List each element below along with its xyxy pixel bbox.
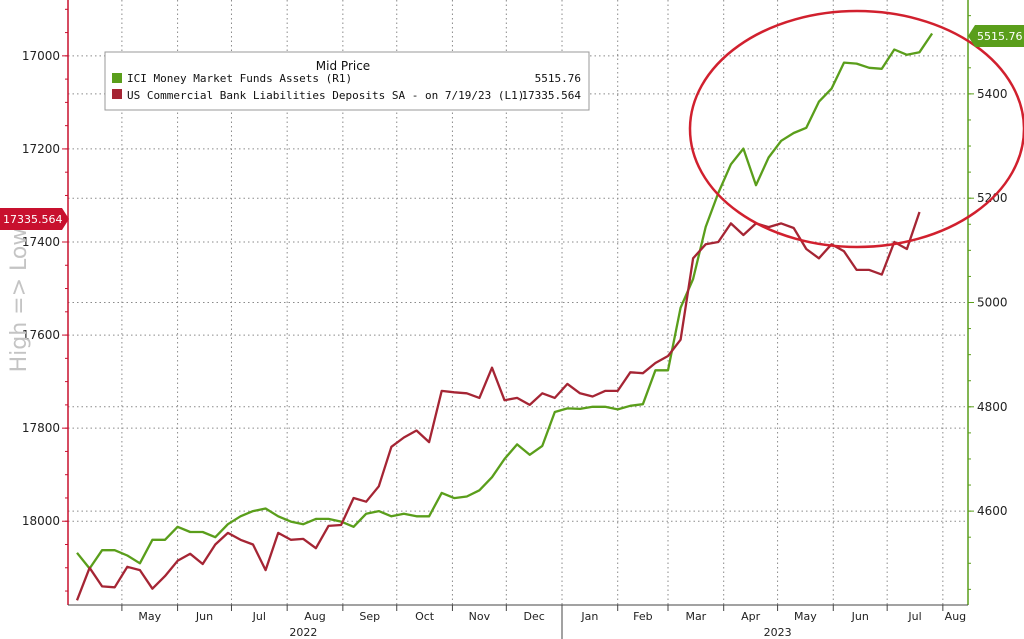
x-tick-label: Aug <box>945 610 966 623</box>
x-year-label: 2022 <box>289 626 317 639</box>
x-tick-label: May <box>794 610 817 623</box>
x-tick-label: Mar <box>685 610 706 623</box>
left-tick-label: 17200 <box>22 142 60 156</box>
legend-value-deposits: 17335.564 <box>521 89 581 102</box>
x-tick-label: Sep <box>359 610 380 623</box>
right-tick-label: 5000 <box>977 296 1008 310</box>
x-tick-label: Jul <box>252 610 266 623</box>
left-tick-label: 17400 <box>22 235 60 249</box>
x-tick-label: Jun <box>851 610 869 623</box>
legend-swatch-mmf <box>112 73 122 83</box>
x-year-label: 2023 <box>764 626 792 639</box>
left-tick-label: 17600 <box>22 328 60 342</box>
x-tick-label: Jun <box>195 610 213 623</box>
right-tick-label: 5400 <box>977 87 1008 101</box>
right-tick-label: 4600 <box>977 504 1008 518</box>
x-tick-label: Feb <box>633 610 652 623</box>
x-tick-label: Dec <box>524 610 545 623</box>
x-tick-label: Apr <box>741 610 761 623</box>
legend: Mid Price ICI Money Market Funds Assets … <box>104 51 590 111</box>
x-tick-label: Nov <box>469 610 491 623</box>
highlight-ellipse <box>688 9 1024 249</box>
right-value-badge <box>968 25 1024 47</box>
legend-value-mmf: 5515.76 <box>535 72 581 85</box>
left-tick-label: 17800 <box>22 421 60 435</box>
series-line-money-market-funds <box>76 32 934 570</box>
legend-entry-deposits: US Commercial Bank Liabilities Deposits … <box>127 89 524 102</box>
left-value-badge-text: 17335.564 <box>3 213 63 226</box>
right-tick-label: 4800 <box>977 400 1008 414</box>
x-tick-label: Oct <box>415 610 435 623</box>
legend-entry-mmf: ICI Money Market Funds Assets (R1) <box>127 72 352 85</box>
left-tick-label: 18000 <box>22 514 60 528</box>
legend-title: Mid Price <box>316 59 370 73</box>
legend-swatch-deposits <box>112 89 122 99</box>
x-tick-label: Jul <box>907 610 921 623</box>
right-value-badge-text: 5515.76 <box>977 30 1023 43</box>
left-value-badge <box>0 208 69 230</box>
x-tick-label: Aug <box>304 610 325 623</box>
series <box>75 32 934 601</box>
y-axis-label: High => Low <box>7 228 32 373</box>
badges: 17335.564 5515.76 <box>0 25 1024 230</box>
legend-box <box>104 51 590 111</box>
axes: May Jun Jul Aug Sep Oct Nov Dec Jan Feb Mar Apr May J… <box>22 0 1008 639</box>
left-tick-label: 17000 <box>22 49 60 63</box>
x-tick-label: Jan <box>580 610 598 623</box>
series-line-bank-deposits <box>75 211 921 601</box>
x-tick-label: May <box>138 610 161 623</box>
